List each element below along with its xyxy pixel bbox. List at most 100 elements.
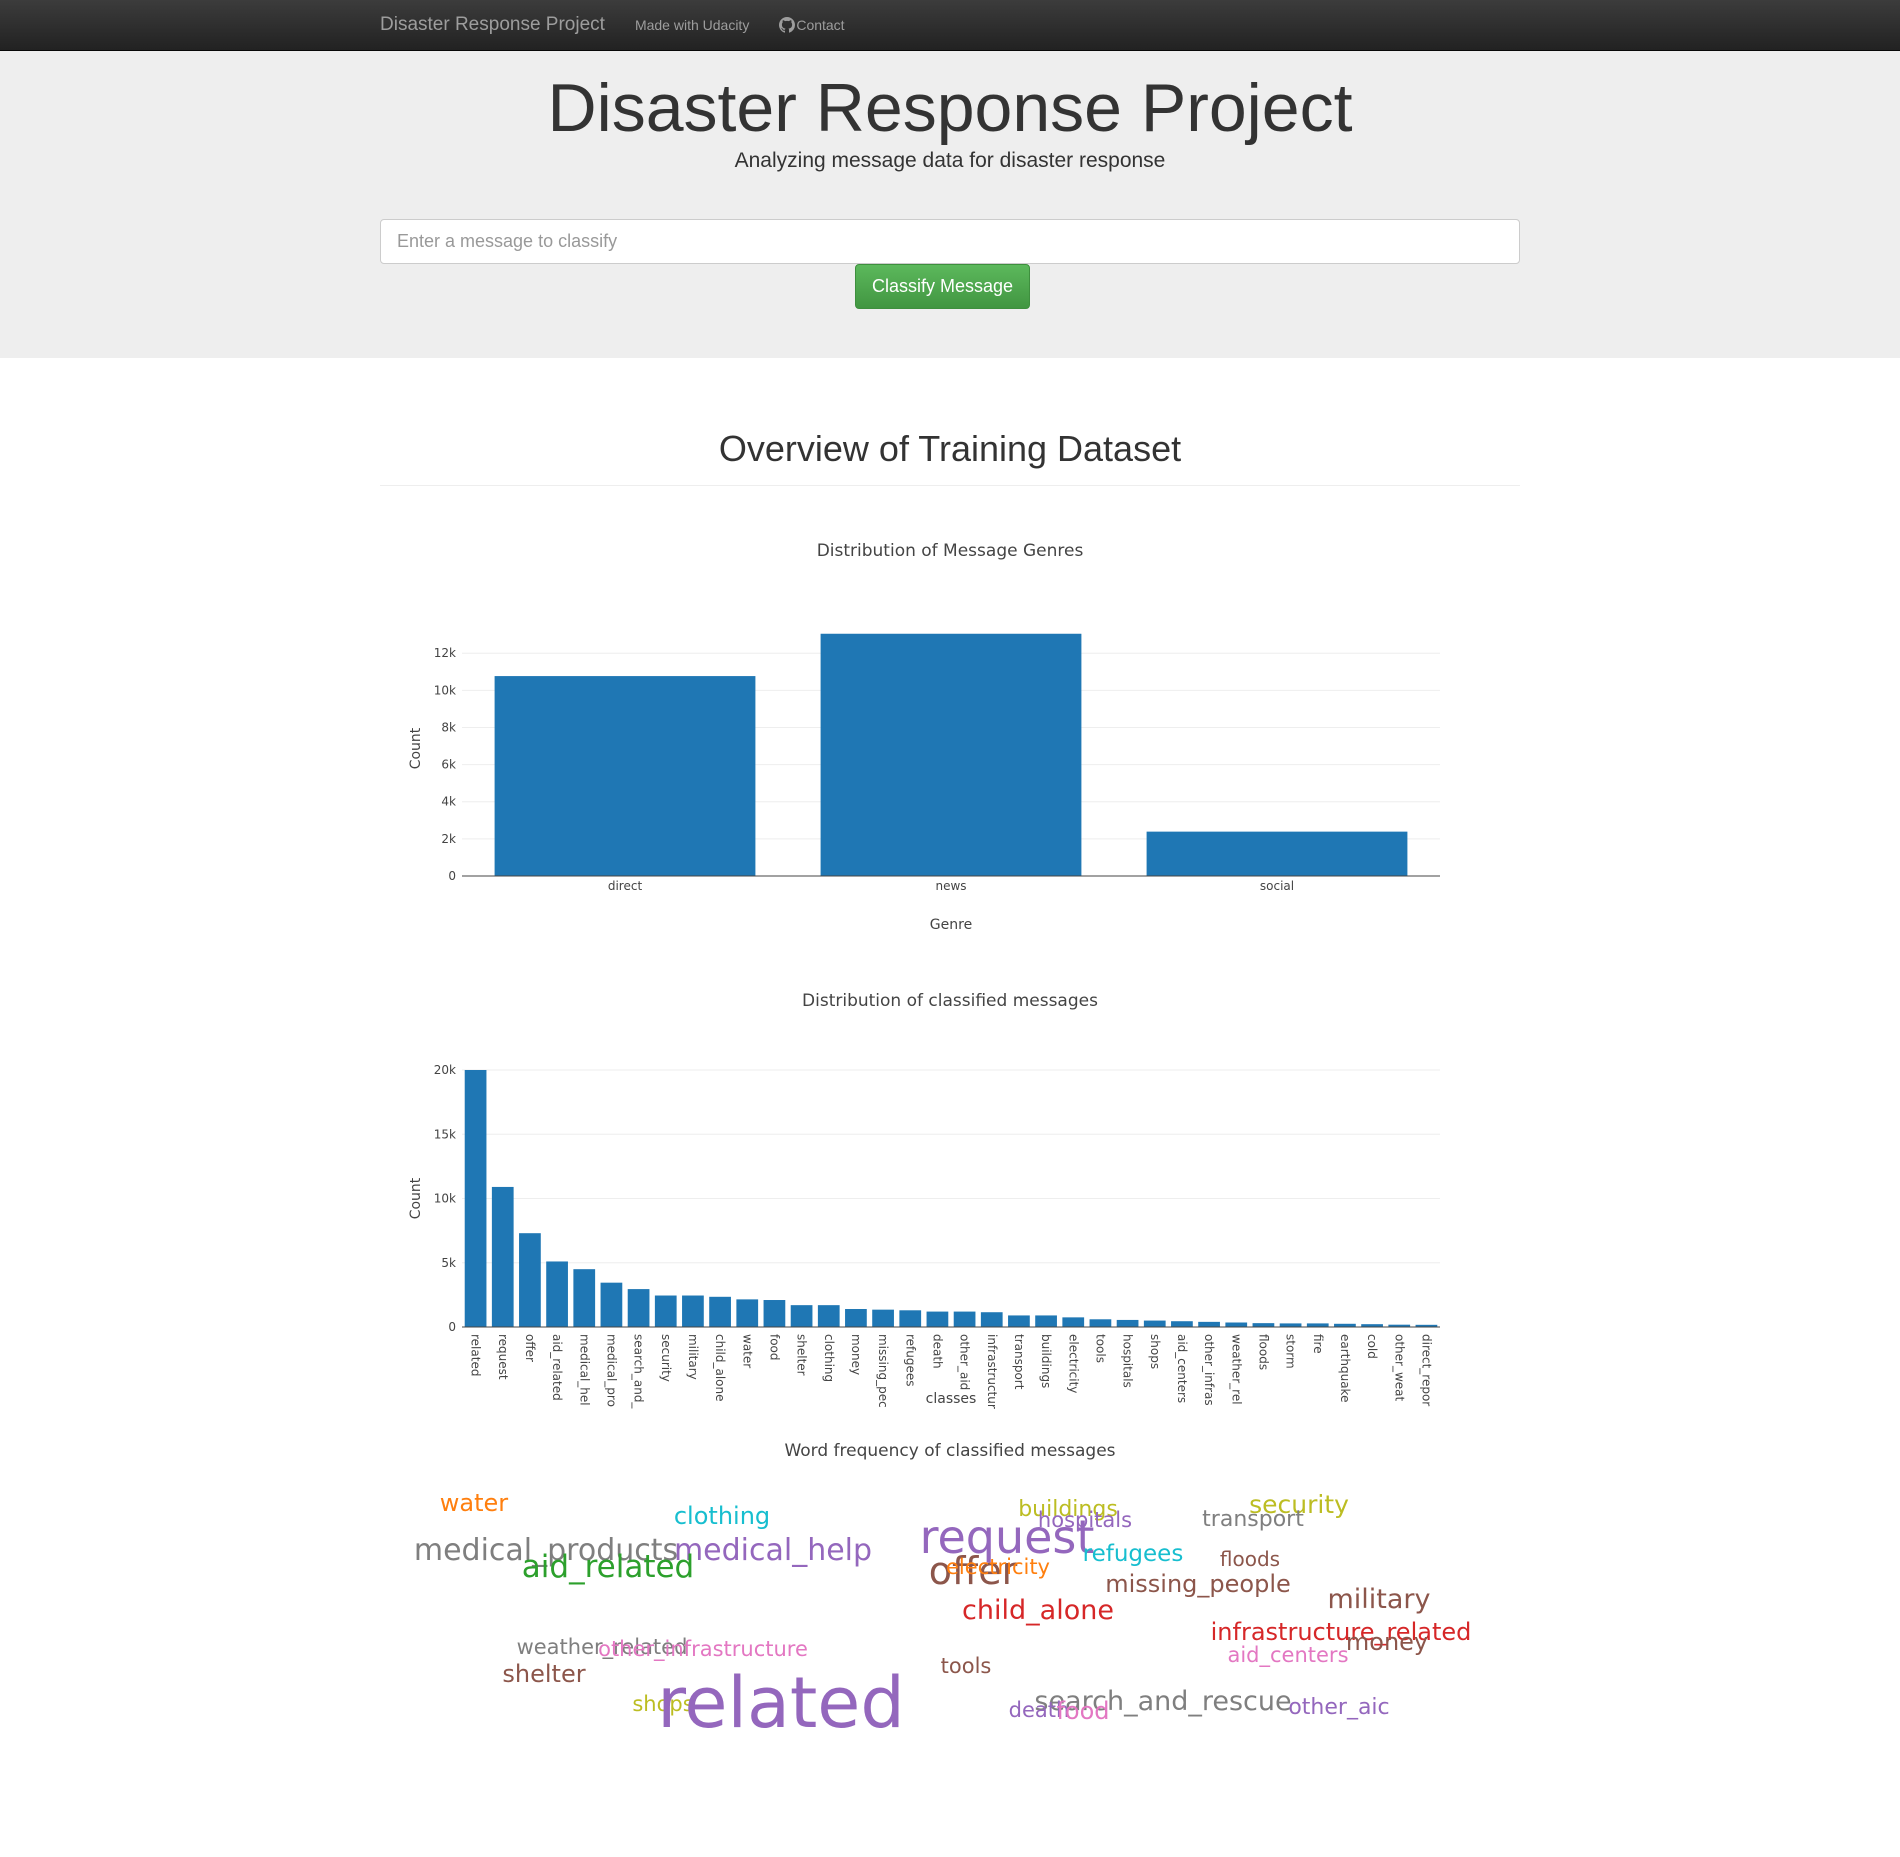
bar [926,1311,949,1327]
y-tick-label: 2k [441,832,456,846]
wordcloud-word: shelter [502,1660,585,1688]
x-tick-label: cold [1365,1334,1379,1359]
wordcloud-word: aid_centers [1227,1643,1348,1668]
wordcloud-word: infrastructure_related [1211,1618,1472,1646]
bar [845,1309,867,1327]
message-input[interactable] [380,219,1520,264]
wordcloud-word: weather_related [517,1635,688,1660]
x-tick-label: request [496,1334,510,1380]
wordcloud-word: search_and_rescue [1034,1686,1291,1717]
wordcloud-word: military [1327,1584,1430,1615]
x-tick-label: other_weat [1392,1334,1406,1402]
nav-link-contact[interactable]: Contact [779,17,845,33]
github-icon [779,17,796,33]
bar [1334,1323,1356,1327]
bar [980,1312,1003,1327]
y-tick-label: 4k [441,795,456,809]
nav-link-udacity[interactable]: Made with Udacity [634,17,750,33]
wordcloud-word: other_aic [1288,1695,1389,1720]
bar [872,1309,894,1327]
y-tick-label: 20k [434,1063,456,1077]
x-tick-label: social [1260,879,1294,893]
navbar: Disaster Response Project Made with Udac… [0,0,1900,51]
bar [1361,1324,1383,1327]
chart-title: Distribution of Message Genres [817,541,1084,561]
hero: Disaster Response Project Analyzing mess… [0,51,1900,358]
x-tick-label: other_infras [1202,1334,1216,1406]
wordcloud-word: water [440,1489,509,1517]
bar [1089,1319,1112,1327]
wordcloud-word: medical_products [414,1533,678,1568]
wordcloud-chart: Word frequency of classified messages wat… [414,1441,1472,1744]
bar [519,1233,541,1327]
classify-message-button[interactable]: Classify Message [855,264,1030,309]
bar [736,1299,759,1327]
wordcloud-word: transport [1202,1507,1304,1532]
wordcloud-word: clothing [674,1502,770,1530]
section-divider [380,485,1520,486]
wordcloud-word: shops [632,1692,693,1716]
bar [709,1296,731,1327]
y-tick-label: 5k [441,1256,456,1270]
wordcloud-word: aid_related [522,1549,694,1585]
x-tick-label: buildings [1039,1334,1053,1388]
wordcloud-word: other_infrastructure [598,1637,808,1662]
x-tick-label: floods [1256,1334,1270,1370]
x-tick-label: death [930,1334,944,1369]
wordcloud-word: child_alone [962,1595,1114,1626]
bar [1306,1323,1329,1327]
section-title: Overview of Training Dataset [718,428,1182,469]
x-tick-label: medical_hel [577,1334,591,1406]
hero-title: Disaster Response Project [547,70,1353,146]
x-tick-label: shops [1148,1334,1162,1369]
classes-chart: Distribution of classified messages 0 5k 10… [408,991,1440,1409]
bar [1116,1319,1139,1327]
bar [491,1186,514,1327]
bar [1279,1323,1302,1327]
bar [953,1311,976,1327]
wordcloud-word: refugees [1083,1541,1184,1567]
x-tick-label: storm [1284,1334,1298,1369]
x-tick-label: military [686,1334,700,1380]
navbar-brand[interactable]: Disaster Response Project [380,14,605,35]
genre-chart: Distribution of Message Genres 0 2k 4k 6k 8k 1… [408,541,1440,933]
y-tick-label: 10k [434,1192,456,1206]
wordcloud-word: electricity [946,1555,1050,1579]
bar [1171,1321,1193,1327]
x-tick-label: earthquake [1338,1334,1352,1402]
x-tick-label: medical_pro [604,1334,618,1407]
bar [790,1305,813,1327]
x-tick-label: tools [1093,1334,1107,1363]
bar [817,1305,840,1327]
navbar-inner: Disaster Response Project Made with Udac… [380,0,875,50]
wordcloud-title: Word frequency of classified messages [784,1441,1115,1461]
x-tick-label: aid_centers [1175,1334,1189,1403]
y-tick-label: 10k [434,683,456,697]
y-tick-label: 12k [434,646,456,660]
x-tick-label: refugees [903,1334,917,1387]
wordcloud-word: tools [941,1654,992,1678]
x-tick-label: hospitals [1121,1334,1135,1388]
wordcloud-word: offer [929,1549,1018,1593]
x-tick-label: shelter [795,1334,809,1376]
bar [573,1269,596,1327]
wordcloud-word: related [657,1662,905,1744]
x-tick-label: transport [1012,1334,1026,1390]
x-tick-label: weather_rel [1229,1334,1243,1405]
wordcloud-word: security [1249,1490,1349,1519]
x-tick-label: security [659,1334,673,1382]
wordcloud-word: food [1056,1697,1109,1725]
wordcloud-word: death [1009,1698,1070,1722]
x-tick-label: search_and_ [632,1334,646,1409]
wordcloud-word: hospitals [1038,1508,1132,1532]
bar [494,676,756,876]
wordcloud-word: missing_people [1105,1570,1291,1598]
bar [600,1282,623,1327]
bar [654,1295,677,1327]
x-tick-label: direct_repor [1419,1334,1433,1406]
x-tick-label: offer [523,1334,537,1362]
x-tick-label: related [469,1334,483,1376]
bar [1008,1315,1030,1327]
x-tick-label: other_aid [958,1334,972,1390]
nav-link-contact-label: Contact [796,17,845,33]
